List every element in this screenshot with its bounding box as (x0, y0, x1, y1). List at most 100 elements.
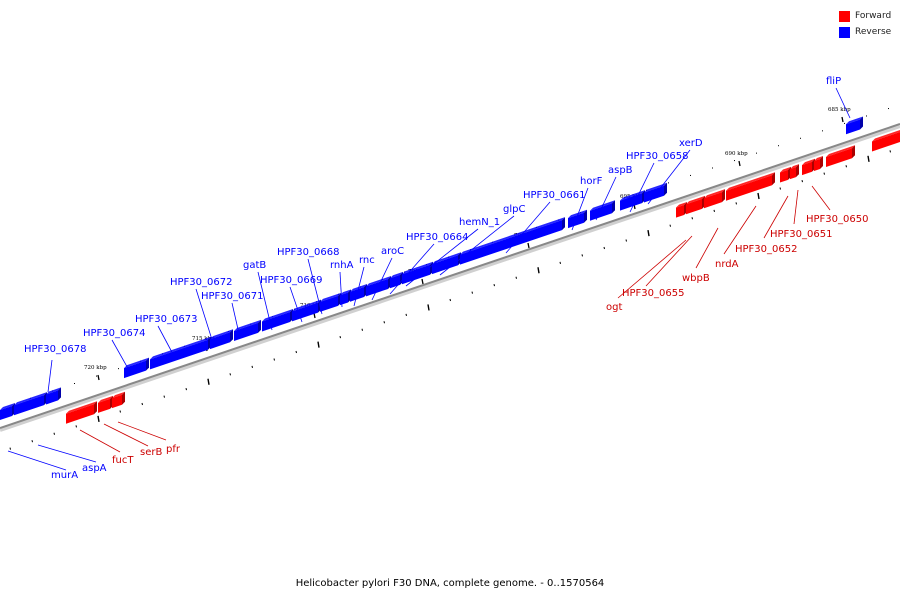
scale-label: 720 kbp (84, 365, 107, 371)
scale-tick (669, 224, 671, 227)
gene-label[interactable]: aroC (381, 246, 404, 257)
gene-block[interactable] (292, 302, 318, 322)
gene-label[interactable]: pfr (166, 444, 181, 455)
gene-label[interactable]: HPF30_0652 (735, 244, 797, 255)
gene-label[interactable]: HPF30_0674 (83, 328, 145, 339)
gene-block-top (366, 275, 391, 287)
gene-label[interactable]: HPF30_0671 (201, 291, 263, 302)
gene-label[interactable]: glpC (503, 204, 525, 215)
scale-tick (603, 246, 605, 250)
gene-block[interactable] (402, 264, 430, 285)
gene-leader-line (7, 450, 67, 471)
gene-block[interactable] (726, 175, 772, 201)
gene-label[interactable]: rnhA (330, 260, 354, 271)
gene-label[interactable]: murA (51, 470, 78, 481)
scale-tick (471, 291, 473, 294)
scale-tick (97, 415, 100, 423)
gene-block[interactable] (112, 394, 122, 409)
scale-dot (800, 137, 801, 139)
gene-label[interactable]: HPF30_0661 (523, 190, 585, 201)
gene-label[interactable]: rnc (359, 255, 375, 266)
gene-label[interactable]: HPF30_0673 (135, 314, 197, 325)
gene-block-top (0, 402, 15, 410)
gene-block[interactable] (704, 192, 722, 209)
gene-block-top (686, 195, 705, 205)
gene-block[interactable] (460, 220, 562, 265)
scale-major-tick (841, 116, 844, 123)
gene-block[interactable] (790, 167, 796, 180)
gene-label[interactable]: HPF30_0678 (24, 344, 86, 355)
gene-block-top (460, 217, 565, 255)
gene-block[interactable] (0, 405, 12, 420)
gene-label[interactable]: fucT (112, 455, 134, 466)
gene-block[interactable] (620, 193, 642, 211)
gene-block[interactable] (124, 360, 146, 379)
scale-tick (515, 276, 517, 279)
gene-block-top (98, 395, 113, 403)
gene-label[interactable]: wbpB (682, 273, 710, 284)
gene-label[interactable]: HPF30_0658 (626, 151, 688, 162)
gene-label[interactable]: hemN_1 (459, 217, 500, 228)
gene-label[interactable]: ogt (606, 302, 622, 313)
gene-block[interactable] (846, 119, 860, 135)
gene-block-top (390, 271, 403, 279)
gene-label[interactable]: horF (580, 176, 603, 187)
gene-label[interactable]: HPF30_0669 (260, 275, 322, 286)
gene-block[interactable] (590, 203, 612, 221)
scale-tick (31, 440, 33, 443)
gene-label[interactable]: gatB (243, 260, 266, 271)
scale-dot (74, 383, 75, 385)
gene-leader-line (37, 444, 97, 463)
gene-block[interactable] (872, 132, 900, 152)
scale-major-tick (527, 242, 530, 249)
gene-block[interactable] (150, 339, 208, 370)
gene-label[interactable]: aspA (82, 463, 107, 474)
gene-block-side (612, 200, 615, 214)
gene-block[interactable] (826, 148, 852, 167)
gene-label[interactable]: HPF30_0651 (770, 229, 832, 240)
scale-dot (844, 122, 845, 124)
scale-tick (339, 336, 341, 339)
gene-label[interactable]: xerD (679, 138, 703, 149)
scale-major-tick (97, 374, 100, 381)
gene-block[interactable] (98, 398, 110, 413)
gene-block[interactable] (14, 395, 44, 416)
gene-label[interactable]: HPF30_0655 (622, 288, 684, 299)
gene-label[interactable]: HPF30_0650 (806, 214, 868, 225)
gene-label[interactable]: HPF30_0664 (406, 232, 468, 243)
scale-tick (119, 410, 121, 413)
gene-block-top (432, 252, 461, 265)
scale-tick (801, 179, 803, 183)
scale-dot (690, 174, 691, 176)
gene-block[interactable] (432, 255, 458, 275)
gene-block[interactable] (66, 404, 94, 424)
gene-leader-line (157, 325, 175, 357)
gene-block-side (562, 217, 565, 231)
gene-block[interactable] (210, 332, 230, 350)
gene-leader-line (647, 149, 691, 205)
gene-block[interactable] (802, 161, 812, 176)
gene-label[interactable]: serB (140, 447, 162, 458)
gene-block[interactable] (366, 278, 388, 297)
gene-leader-line (195, 288, 215, 347)
gene-block[interactable] (686, 198, 702, 215)
gene-block[interactable] (46, 390, 58, 405)
legend-reverse: Reverse (839, 25, 891, 39)
gene-label[interactable]: HPF30_0672 (170, 277, 232, 288)
gene-block[interactable] (814, 159, 820, 172)
gene-block[interactable] (780, 169, 788, 183)
gene-block-top (704, 189, 725, 199)
gene-label[interactable]: HPF30_0668 (277, 247, 339, 258)
map-caption: Helicobacter pylori F30 DNA, complete ge… (295, 578, 605, 589)
gene-label[interactable]: fliP (826, 76, 841, 87)
scale-tick (449, 298, 451, 302)
scale-tick (229, 373, 231, 376)
scale-major-tick (738, 160, 741, 167)
gene-block[interactable] (320, 295, 338, 312)
gene-block[interactable] (676, 204, 684, 218)
gene-block-top (234, 319, 261, 331)
gene-block-top (112, 391, 125, 399)
gene-block[interactable] (262, 312, 290, 332)
gene-label[interactable]: nrdA (715, 259, 739, 270)
gene-label[interactable]: aspB (608, 165, 633, 176)
